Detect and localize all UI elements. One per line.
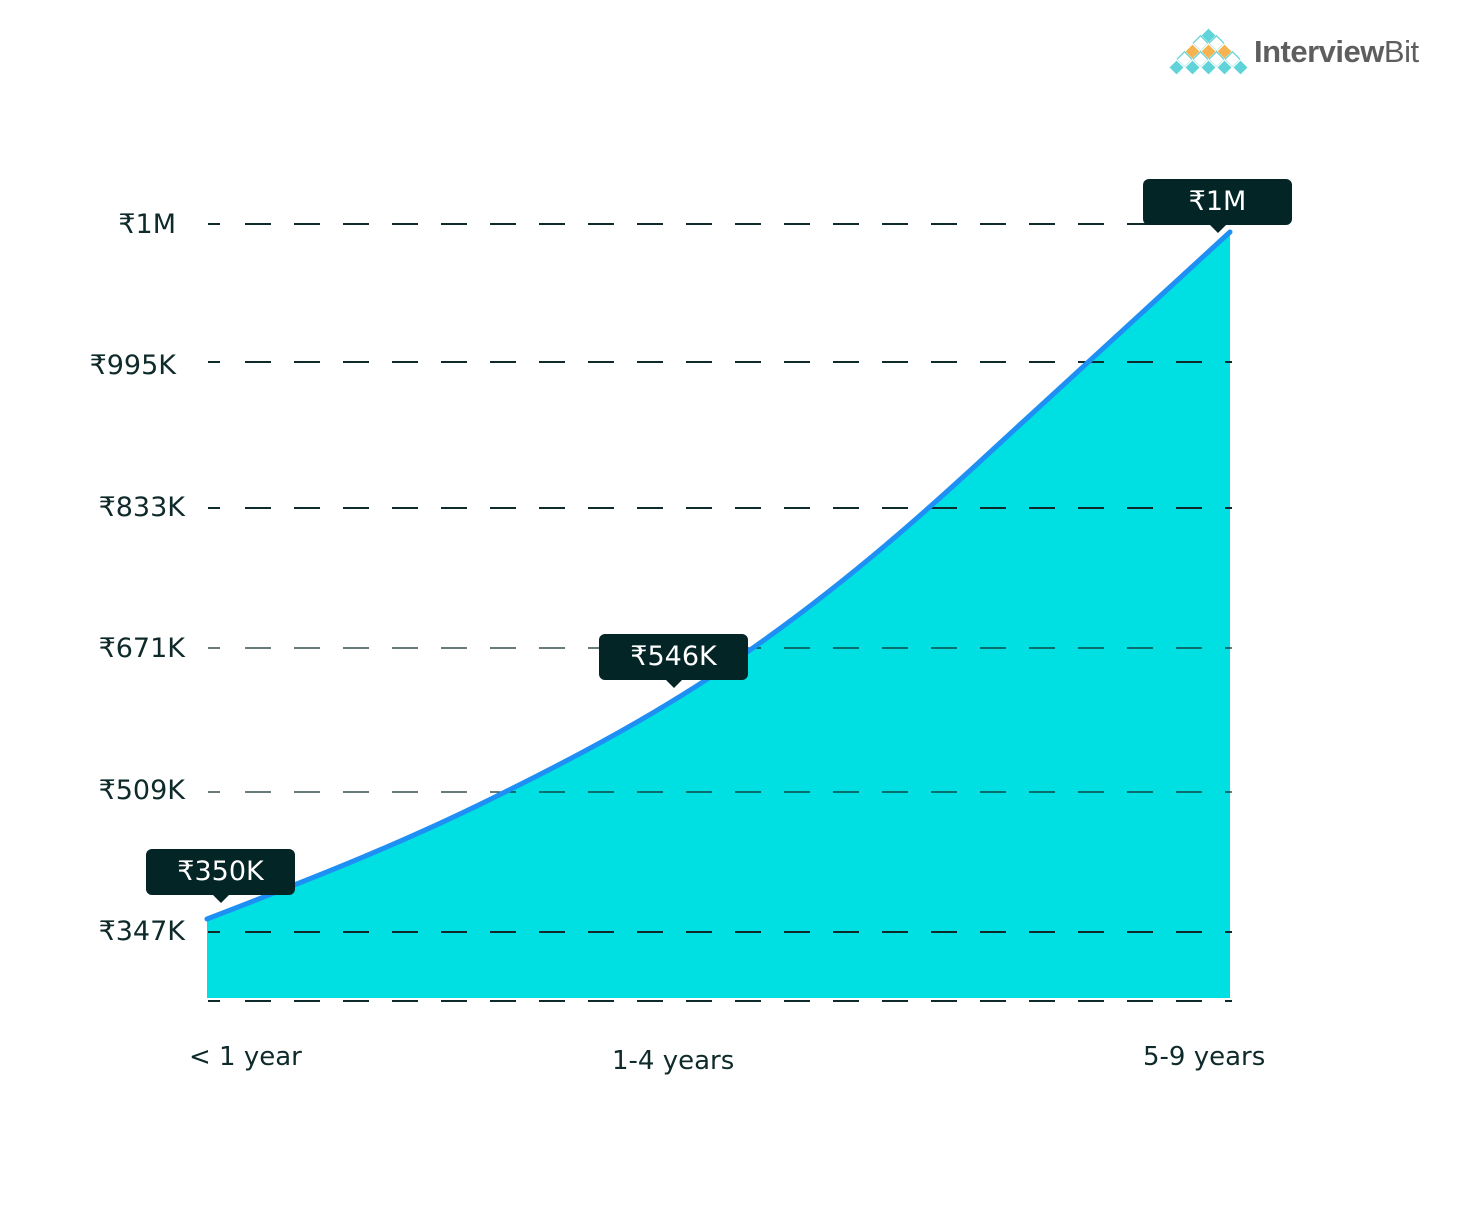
y-tick-label: ₹671K — [98, 633, 185, 664]
x-tick-label: 5-9 years — [1143, 1042, 1266, 1072]
diamond-pyramid-logo-icon — [1167, 26, 1250, 77]
y-tick-label: ₹833K — [98, 492, 185, 523]
data-label-tooltip: ₹546K — [599, 634, 748, 688]
y-tick-label: ₹347K — [98, 916, 185, 947]
y-tick-label: ₹1M — [118, 209, 176, 240]
interviewbit-logo: InterviewBit — [1166, 26, 1446, 80]
x-tick-label: 1-4 years — [612, 1046, 735, 1076]
salary-line — [204, 229, 1233, 922]
logo-wordmark: InterviewBit — [1254, 34, 1419, 69]
area-fill — [207, 232, 1230, 998]
x-tick-label: < 1 year — [189, 1042, 302, 1072]
data-label-tooltip: ₹1M — [1143, 179, 1292, 233]
y-tick-label: ₹509K — [98, 775, 185, 806]
y-tick-label: ₹995K — [89, 350, 176, 381]
data-label-tooltip: ₹350K — [146, 849, 295, 903]
